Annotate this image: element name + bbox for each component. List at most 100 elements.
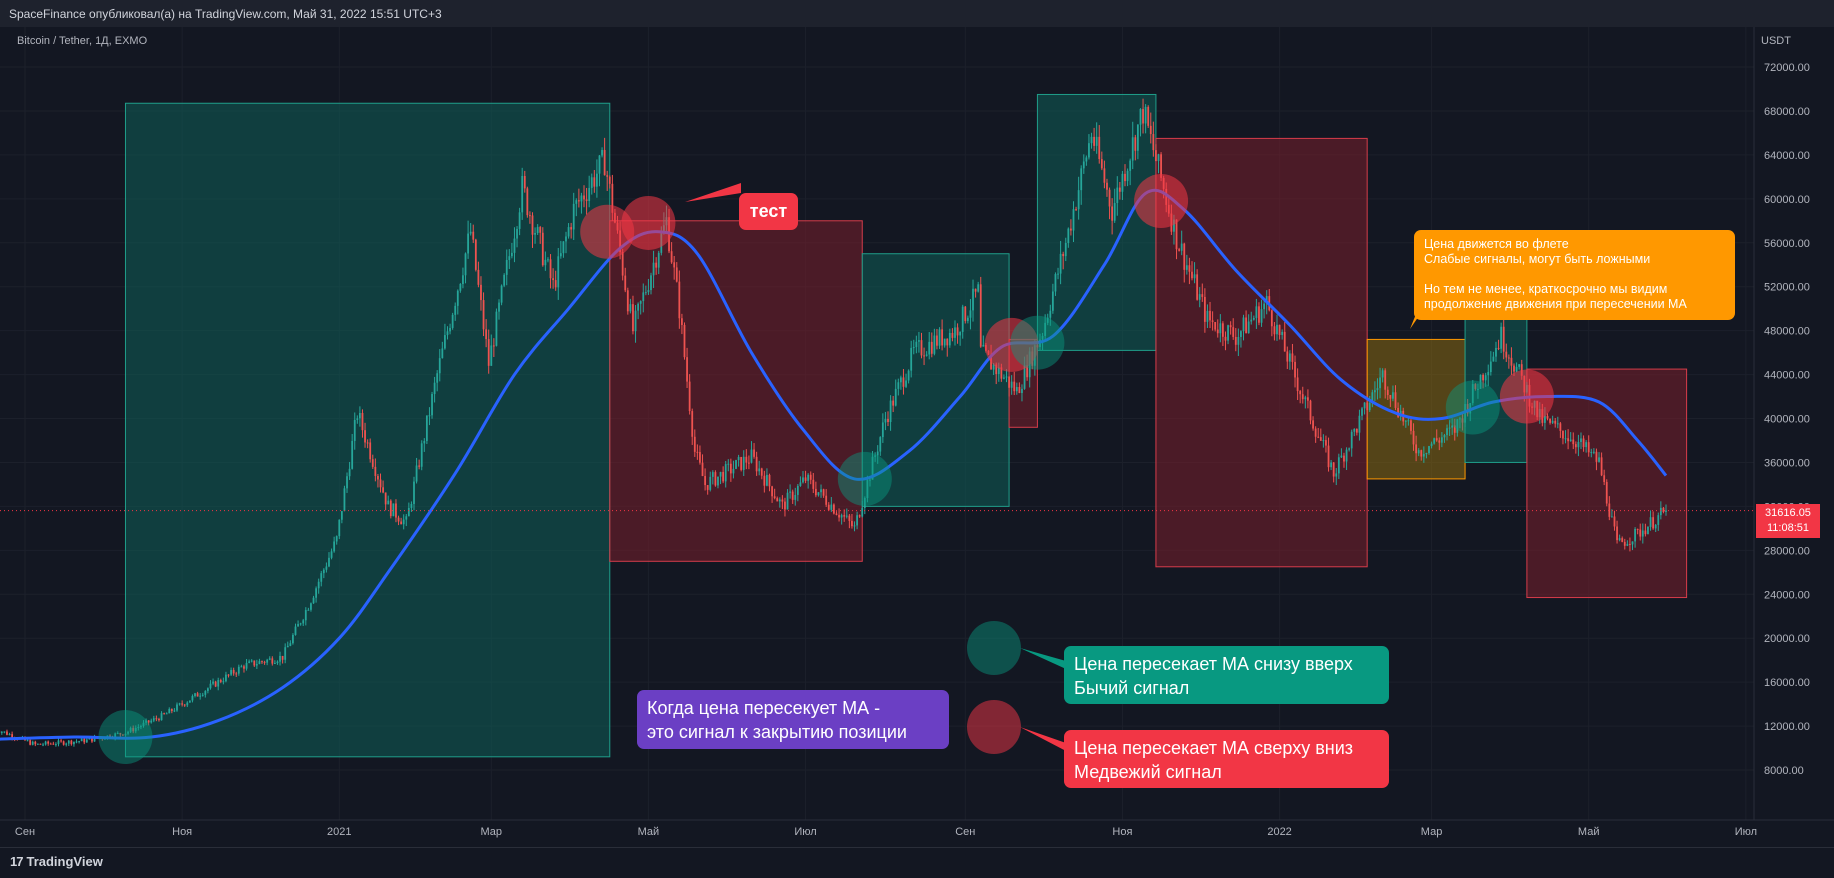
- candle-body: [1580, 438, 1582, 442]
- candle-body: [392, 503, 394, 516]
- candle-body: [825, 496, 827, 505]
- candle-body: [1343, 456, 1345, 462]
- candle-body: [284, 647, 286, 660]
- candle-body: [910, 348, 912, 371]
- bear-legend-circle: [967, 700, 1021, 754]
- candle-body: [1490, 362, 1492, 372]
- candle-body: [1204, 297, 1206, 322]
- candle-body: [1660, 508, 1662, 515]
- candle-body: [833, 505, 835, 514]
- candle-body: [609, 177, 611, 184]
- close-position-callout[interactable]: Когда цена пересекует МА - это сигнал к …: [637, 690, 949, 749]
- candle-body: [1080, 168, 1082, 190]
- bear-signal-marker[interactable]: [1500, 370, 1554, 424]
- candle-body: [712, 472, 714, 477]
- flat-market-callout[interactable]: Цена движется во флете Слабые сигналы, м…: [1414, 230, 1735, 320]
- candle-body: [699, 452, 701, 463]
- bull-signal-callout[interactable]: Цена пересекает МА снизу вверх Бычий сиг…: [1064, 646, 1389, 704]
- bull-signal-marker[interactable]: [838, 452, 892, 506]
- bull-signal-marker[interactable]: [1446, 381, 1500, 435]
- candle-body: [367, 442, 369, 443]
- candle-body: [928, 342, 930, 355]
- candle-body: [1508, 357, 1510, 358]
- candle-body: [539, 227, 541, 233]
- candle-body: [771, 486, 773, 496]
- candle-body: [40, 744, 42, 745]
- candle-body: [9, 734, 11, 735]
- candle-body: [1320, 437, 1322, 441]
- candle-body: [189, 700, 191, 702]
- candle-body: [1611, 516, 1613, 517]
- candle-body: [480, 285, 482, 300]
- test-callout[interactable]: тест: [739, 193, 798, 230]
- bull-signal-marker[interactable]: [1010, 316, 1064, 370]
- candle-body: [640, 301, 642, 304]
- candle-body: [514, 239, 516, 253]
- candle-body: [794, 495, 796, 500]
- candle-body: [174, 711, 176, 712]
- candle-body: [722, 472, 724, 481]
- candle-body: [769, 475, 771, 486]
- candle-body: [478, 270, 480, 285]
- candle-body: [1201, 294, 1203, 297]
- candle-body: [148, 720, 150, 722]
- candle-body: [1104, 168, 1106, 182]
- candle-body: [1436, 438, 1438, 440]
- candle-body: [238, 667, 240, 674]
- candle-body: [1495, 348, 1497, 357]
- candle-body: [1575, 444, 1577, 447]
- candle-body: [184, 705, 186, 706]
- candle-body: [905, 381, 907, 387]
- y-tick-label: 68000.00: [1764, 106, 1810, 118]
- candle-body: [52, 744, 54, 745]
- candle-body: [560, 253, 562, 256]
- candle-body: [776, 498, 778, 501]
- candle-body: [215, 682, 217, 687]
- bull-zone[interactable]: [125, 103, 609, 757]
- candle-body: [1487, 372, 1489, 375]
- candle-body: [1240, 331, 1242, 337]
- candle-body: [1196, 274, 1198, 299]
- candle-body: [521, 176, 523, 212]
- candle-body: [1129, 161, 1131, 171]
- candle-body: [882, 422, 884, 437]
- candle-body: [1438, 440, 1440, 442]
- candle-body: [1271, 310, 1273, 326]
- candle-body: [593, 177, 595, 186]
- candle-body: [328, 558, 330, 567]
- bull-signal-marker[interactable]: [98, 710, 152, 764]
- candle-body: [472, 232, 474, 240]
- candle-body: [1137, 125, 1139, 151]
- candle-body: [586, 199, 588, 201]
- candle-body: [1410, 420, 1412, 431]
- candle-body: [436, 373, 438, 382]
- bear-signal-marker[interactable]: [1134, 174, 1188, 228]
- candle-body: [1639, 530, 1641, 537]
- candle-body: [629, 304, 631, 311]
- candle-body: [429, 415, 431, 416]
- candle-body: [1292, 353, 1294, 361]
- candle-body: [1593, 452, 1595, 453]
- candle-body: [959, 332, 961, 336]
- candle-body: [753, 450, 755, 457]
- candle-body: [555, 280, 557, 287]
- candle-body: [341, 511, 343, 520]
- candle-body: [570, 227, 572, 229]
- candle-body: [1106, 183, 1108, 190]
- candle-body: [289, 643, 291, 646]
- bear-signal-marker[interactable]: [621, 196, 675, 250]
- candle-body: [1310, 401, 1312, 421]
- candle-body: [1304, 397, 1306, 399]
- candle-body: [1209, 311, 1211, 320]
- y-tick-label: 16000.00: [1764, 677, 1810, 689]
- candle-body: [295, 627, 297, 635]
- candle-body: [926, 354, 928, 355]
- y-tick-label: 52000.00: [1764, 282, 1810, 294]
- candle-body: [372, 459, 374, 467]
- candle-body: [1052, 291, 1054, 310]
- candle-body: [222, 681, 224, 682]
- candle-body: [1634, 529, 1636, 541]
- bear-signal-callout[interactable]: Цена пересекает МА сверху вниз Медвежий …: [1064, 730, 1389, 788]
